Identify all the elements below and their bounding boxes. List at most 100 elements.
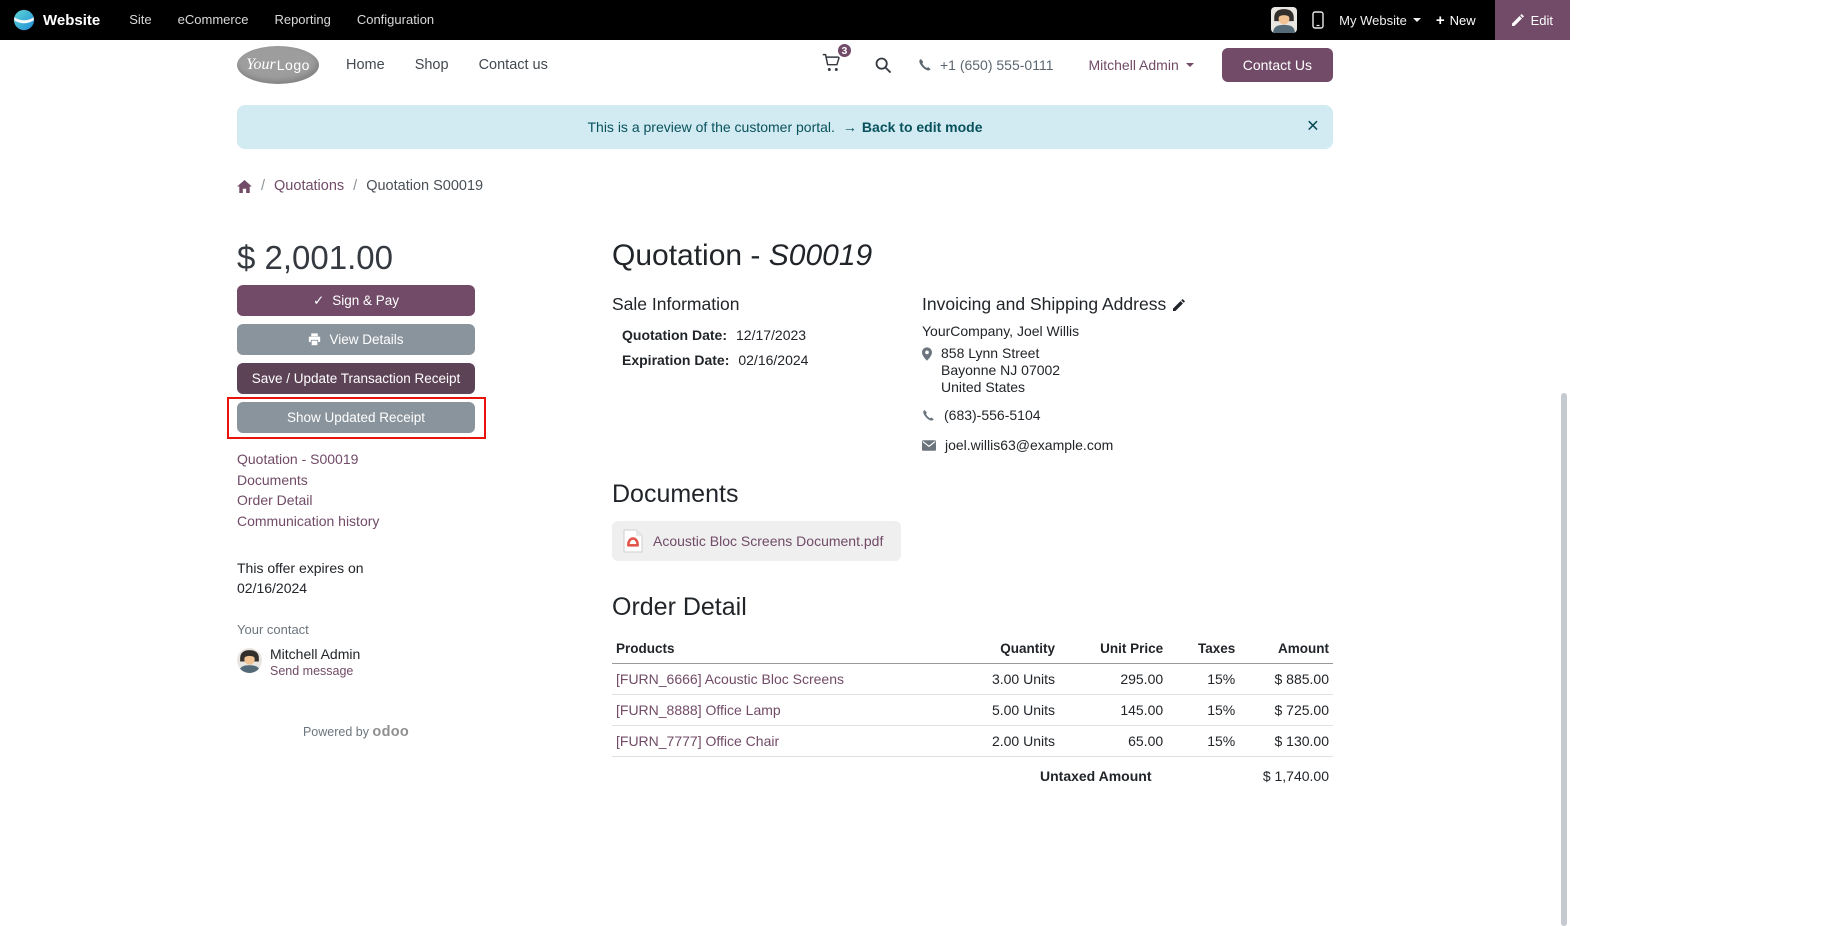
phone-icon: [919, 59, 931, 71]
address-country: United States: [941, 379, 1026, 395]
nav-shop[interactable]: Shop: [414, 57, 449, 73]
site-header: Your Logo Home Shop Contact us: [0, 40, 1570, 90]
product-link[interactable]: [FURN_8888] Office Lamp: [616, 702, 781, 718]
my-website-dropdown[interactable]: My Website: [1339, 13, 1421, 28]
portal-user-menu[interactable]: Mitchell Admin: [1088, 57, 1194, 73]
sidebar-link-documents[interactable]: Documents: [237, 471, 308, 488]
address-company: YourCompany, Joel Willis: [922, 323, 1080, 339]
send-message-link[interactable]: Send message: [270, 664, 354, 678]
nav-contact-us[interactable]: Contact us: [478, 57, 548, 73]
address-phone-row[interactable]: (683)-556-5104: [922, 407, 1333, 423]
address-email-row[interactable]: joel.willis63@example.com: [922, 437, 1333, 453]
breadcrumb-separator: /: [261, 178, 266, 194]
sidebar-link-order-detail[interactable]: Order Detail: [237, 492, 313, 508]
view-details-label: View Details: [329, 332, 404, 347]
documents-heading: Documents: [612, 480, 739, 508]
quotation-sidebar: $ 2,001.00 ✓ Sign & Pay View Details Sav…: [227, 238, 486, 740]
col-products: Products: [612, 634, 951, 664]
quotation-main: Quotation - S00019 Sale Information Quot…: [612, 238, 1333, 795]
contact-us-button[interactable]: Contact Us: [1221, 48, 1333, 82]
product-link[interactable]: [FURN_6666] Acoustic Bloc Screens: [616, 671, 844, 687]
offer-expiry-date: 02/16/2024: [237, 580, 308, 596]
sidebar-link-communication-history[interactable]: Communication history: [237, 512, 380, 529]
expiration-date-label: Expiration Date:: [622, 352, 730, 368]
order-detail-table: Products Quantity Unit Price Taxes Amoun…: [612, 634, 1333, 757]
odoo-website-app-icon: [13, 9, 35, 31]
website-app-brand[interactable]: Website: [0, 9, 118, 31]
check-icon: ✓: [312, 292, 325, 308]
backend-menu: Site eCommerce Reporting Configuration: [118, 0, 445, 40]
page-title-prefix: Quotation -: [612, 239, 769, 272]
untaxed-amount-label: Untaxed Amount: [1040, 768, 1152, 784]
col-amount: Amount: [1239, 634, 1333, 664]
avatar-image: [237, 648, 262, 673]
header-phone-number: +1 (650) 555-0111: [939, 57, 1054, 73]
new-label: New: [1449, 12, 1476, 28]
cell-unit-price: 145.00: [1059, 694, 1168, 726]
site-nav: Home Shop Contact us: [346, 57, 548, 73]
header-phone-link[interactable]: +1 (650) 555-0111: [918, 57, 1054, 73]
caret-down-icon: [1412, 18, 1421, 22]
cell-amount: $ 130.00: [1239, 725, 1333, 757]
col-quantity: Quantity: [950, 634, 1060, 664]
save-update-receipt-button[interactable]: Save / Update Transaction Receipt: [237, 363, 475, 394]
home-icon[interactable]: [237, 179, 252, 193]
search-button[interactable]: [869, 52, 897, 78]
edit-pencil-icon[interactable]: [1173, 298, 1186, 311]
menu-configuration[interactable]: Configuration: [356, 12, 435, 27]
alert-close-button[interactable]: ×: [1306, 114, 1319, 138]
cart-button[interactable]: 3: [815, 42, 853, 82]
sidebar-link-quotation[interactable]: Quotation - S00019: [237, 451, 359, 467]
caret-down-icon: [1185, 63, 1194, 67]
expiration-date-value: 02/16/2024: [738, 352, 809, 368]
breadcrumb-quotations[interactable]: Quotations: [274, 178, 345, 194]
my-website-label: My Website: [1339, 12, 1407, 28]
sale-information-heading: Sale Information: [612, 294, 740, 314]
map-pin-icon: [922, 347, 932, 361]
sign-and-pay-label: Sign & Pay: [332, 293, 400, 308]
contact-name: Mitchell Admin: [270, 646, 361, 662]
breadcrumb-separator: /: [353, 178, 358, 194]
cell-quantity: 3.00 Units: [991, 671, 1056, 687]
mobile-preview-button[interactable]: [1312, 11, 1324, 29]
nav-home[interactable]: Home: [346, 57, 385, 73]
back-to-edit-label: Back to edit mode: [861, 119, 983, 135]
edit-label: Edit: [1530, 12, 1553, 28]
cart-badge: 3: [835, 42, 853, 59]
document-pdf-link[interactable]: Acoustic Bloc Screens Document.pdf: [612, 521, 902, 561]
menu-reporting[interactable]: Reporting: [274, 12, 331, 27]
page-title: Quotation - S00019: [612, 238, 1333, 274]
backend-topbar: Website Site eCommerce Reporting Configu…: [0, 0, 1570, 40]
user-avatar[interactable]: [1271, 7, 1298, 33]
menu-ecommerce[interactable]: eCommerce: [177, 12, 249, 27]
your-contact-block: Your contact Mitchell: [237, 622, 475, 680]
cell-amount: $ 885.00: [1274, 671, 1330, 687]
scrollbar-thumb[interactable]: [1561, 393, 1567, 926]
breadcrumb: / Quotations / Quotation S00019: [237, 178, 1333, 194]
sidebar-anchor-links: Quotation - S00019 Documents Order Detai…: [237, 449, 475, 531]
search-icon: [875, 57, 892, 74]
logo-text-plain: Logo: [276, 57, 310, 73]
product-link[interactable]: [FURN_7777] Office Chair: [616, 733, 780, 749]
col-taxes: Taxes: [1167, 634, 1240, 664]
show-updated-receipt-button[interactable]: Show Updated Receipt: [237, 402, 475, 433]
view-details-button[interactable]: View Details: [237, 324, 475, 355]
page-title-reference: S00019: [768, 239, 873, 272]
cell-amount: $ 725.00: [1239, 694, 1333, 726]
menu-site[interactable]: Site: [129, 12, 152, 27]
mobile-icon: [1312, 11, 1324, 29]
new-button[interactable]: + New: [1436, 12, 1476, 29]
phone-icon: [923, 409, 934, 421]
odoo-brand-link[interactable]: odoo: [372, 724, 410, 740]
site-logo[interactable]: Your Logo: [237, 46, 319, 84]
edit-button[interactable]: Edit: [1494, 0, 1570, 40]
untaxed-amount-value: $ 1,740.00: [1262, 768, 1329, 784]
envelope-icon: [922, 439, 936, 451]
back-to-edit-link[interactable]: → Back to edit mode: [843, 119, 983, 135]
sign-and-pay-button[interactable]: ✓ Sign & Pay: [237, 285, 475, 316]
powered-by-label: Powered by: [302, 725, 373, 739]
plus-icon: +: [1435, 11, 1445, 29]
address-phone-number: (683)-556-5104: [944, 407, 1041, 423]
offer-expiry: This offer expires on 02/16/2024: [237, 558, 475, 598]
cell-taxes: 15%: [1207, 671, 1236, 687]
